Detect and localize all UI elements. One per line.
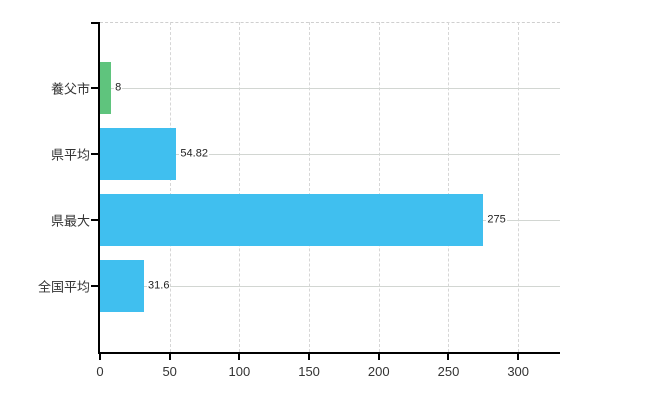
y-tick — [91, 153, 98, 155]
h-gridline — [100, 286, 560, 287]
x-tick — [168, 354, 171, 360]
x-tick-label: 0 — [96, 364, 104, 379]
category-label: 県平均 — [50, 147, 90, 163]
x-tick — [517, 354, 520, 360]
bar-value-label: 275 — [486, 213, 507, 227]
h-gridline — [100, 88, 560, 89]
y-tick — [91, 87, 98, 89]
x-tick — [377, 354, 380, 360]
x-tick-label: 150 — [298, 364, 320, 379]
x-tick-label: 50 — [162, 364, 177, 379]
x-tick — [447, 354, 450, 360]
v-gridline — [448, 22, 450, 352]
x-axis — [98, 352, 560, 354]
x-tick — [238, 354, 241, 360]
v-gridline — [378, 22, 380, 352]
x-tick — [308, 354, 311, 360]
x-tick-label: 300 — [507, 364, 530, 379]
bar-value-label: 31.6 — [147, 279, 171, 293]
category-label: 養父市 — [50, 81, 90, 97]
bar-value-label: 54.82 — [179, 147, 209, 161]
plot-top-border — [100, 22, 560, 23]
v-gridline — [239, 22, 241, 352]
x-tick-label: 250 — [437, 364, 460, 379]
h-gridline — [100, 154, 560, 155]
x-tick-label: 100 — [228, 364, 251, 379]
bar-value-label: 8 — [114, 81, 123, 95]
y-axis — [98, 22, 100, 354]
bar — [100, 128, 177, 180]
y-tick — [91, 285, 98, 287]
x-tick — [99, 354, 101, 360]
bar — [100, 62, 112, 114]
v-gridline — [169, 22, 171, 352]
x-tick-label: 200 — [367, 364, 390, 379]
v-gridline — [309, 22, 311, 352]
bar — [100, 260, 145, 312]
category-label: 全国平均 — [37, 279, 90, 295]
y-tick — [91, 219, 98, 221]
category-label: 県最大 — [50, 213, 90, 229]
bar — [100, 194, 484, 246]
y-tick — [91, 22, 98, 24]
v-gridline — [518, 22, 520, 352]
